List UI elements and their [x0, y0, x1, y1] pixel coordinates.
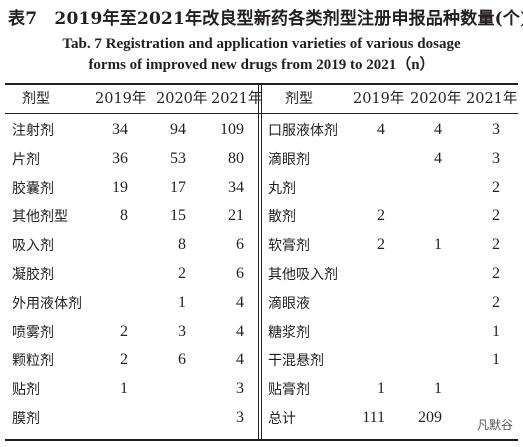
table-title-en-line1: Tab. 7 Registration and application vari…	[62, 36, 461, 52]
table-column-divider	[258, 84, 262, 439]
left-row-6-form: 外用液体剂	[12, 296, 82, 312]
table-title-en: Tab. 7 Registration and application vari…	[0, 34, 523, 76]
left-row-6-v2021: 4	[236, 294, 244, 311]
right-row-1-form: 滴眼剂	[268, 152, 310, 168]
left-row-1-v2021: 80	[228, 150, 244, 167]
right-row-2-form: 丸剂	[268, 181, 296, 197]
right-row-3-v2019: 2	[377, 207, 385, 224]
right-row-9-v2020: 1	[434, 380, 442, 397]
right-header-2020: 2020年	[410, 91, 462, 107]
right-row-3-v2021: 2	[492, 207, 500, 224]
table-top-rule	[5, 83, 518, 85]
left-header-2021: 2021年	[211, 91, 263, 107]
right-row-4-v2020: 1	[434, 236, 442, 253]
table-title-en-line2: forms of improved new drugs from 2019 to…	[88, 57, 435, 73]
right-row-6-form: 滴眼液	[268, 296, 310, 312]
right-row-2-v2021: 2	[492, 179, 500, 196]
right-row-10-v2019: 111	[362, 409, 385, 426]
left-row-3-form: 其他剂型	[12, 209, 68, 225]
left-row-5-form: 凝胶剂	[12, 267, 54, 283]
left-header-2019: 2019年	[95, 91, 147, 107]
right-row-4-form: 软膏剂	[268, 238, 310, 254]
right-row-10-v2020: 209	[418, 409, 442, 426]
left-row-7-v2020: 3	[178, 323, 186, 340]
right-row-1-v2021: 3	[492, 150, 500, 167]
right-header-2019: 2019年	[353, 91, 405, 107]
right-row-8-v2021: 1	[492, 351, 500, 368]
left-row-4-v2021: 6	[236, 236, 244, 253]
left-row-1-v2020: 53	[170, 150, 186, 167]
right-row-3-form: 散剂	[268, 209, 296, 225]
left-row-1-v2019: 36	[112, 150, 128, 167]
right-row-4-v2021: 2	[492, 236, 500, 253]
right-row-4-v2019: 2	[377, 236, 385, 253]
right-row-10-form: 总计	[268, 411, 296, 427]
right-row-9-v2019: 1	[377, 380, 385, 397]
left-row-8-v2021: 4	[236, 351, 244, 368]
left-row-1-form: 片剂	[12, 152, 40, 168]
left-row-4-form: 吸入剂	[12, 238, 54, 254]
left-row-10-v2021: 3	[236, 409, 244, 426]
left-row-2-v2020: 17	[170, 179, 186, 196]
left-row-2-form: 胶囊剂	[12, 181, 54, 197]
left-row-3-v2019: 8	[120, 207, 128, 224]
right-row-5-form: 其他吸入剂	[268, 267, 338, 283]
right-header-form: 剂型	[285, 91, 313, 107]
left-row-8-v2020: 6	[178, 351, 186, 368]
left-row-4-v2020: 8	[178, 236, 186, 253]
left-row-0-form: 注射剂	[12, 123, 54, 139]
left-row-2-v2021: 34	[228, 179, 244, 196]
table-bottom-rule	[5, 439, 518, 441]
right-row-0-form: 口服液体剂	[268, 123, 338, 139]
left-row-3-v2021: 21	[228, 207, 244, 224]
left-row-0-v2020: 94	[170, 121, 186, 138]
right-row-9-form: 贴膏剂	[268, 382, 310, 398]
left-row-0-v2019: 34	[112, 121, 128, 138]
left-row-3-v2020: 15	[170, 207, 186, 224]
right-row-0-v2021: 3	[492, 121, 500, 138]
left-row-2-v2019: 19	[112, 179, 128, 196]
watermark: 凡默谷	[474, 416, 515, 433]
right-row-8-form: 干混悬剂	[268, 353, 324, 369]
left-row-5-v2020: 2	[178, 265, 186, 282]
left-row-5-v2021: 6	[236, 265, 244, 282]
left-row-7-v2021: 4	[236, 323, 244, 340]
left-row-9-form: 贴剂	[12, 382, 40, 398]
left-row-8-v2019: 2	[120, 351, 128, 368]
left-row-7-v2019: 2	[120, 323, 128, 340]
right-row-5-v2021: 2	[492, 265, 500, 282]
left-header-2020: 2020年	[156, 91, 208, 107]
left-row-9-v2021: 3	[236, 380, 244, 397]
left-header-form: 剂型	[22, 91, 50, 107]
left-row-6-v2020: 1	[178, 294, 186, 311]
left-row-9-v2019: 1	[120, 380, 128, 397]
right-row-0-v2020: 4	[434, 121, 442, 138]
left-row-10-form: 膜剂	[12, 411, 40, 427]
right-row-6-v2021: 2	[492, 294, 500, 311]
right-row-7-v2021: 1	[492, 323, 500, 340]
left-row-7-form: 喷雾剂	[12, 325, 54, 341]
left-row-8-form: 颗粒剂	[12, 353, 54, 369]
right-row-0-v2019: 4	[377, 121, 385, 138]
right-row-7-form: 糖浆剂	[268, 325, 310, 341]
table-title-cn: 表7 2019年至2021年改良型新药各类剂型注册申报品种数量(个)	[8, 9, 523, 29]
right-row-1-v2020: 4	[434, 150, 442, 167]
left-row-0-v2021: 109	[220, 121, 244, 138]
right-header-2021: 2021年	[466, 91, 518, 107]
